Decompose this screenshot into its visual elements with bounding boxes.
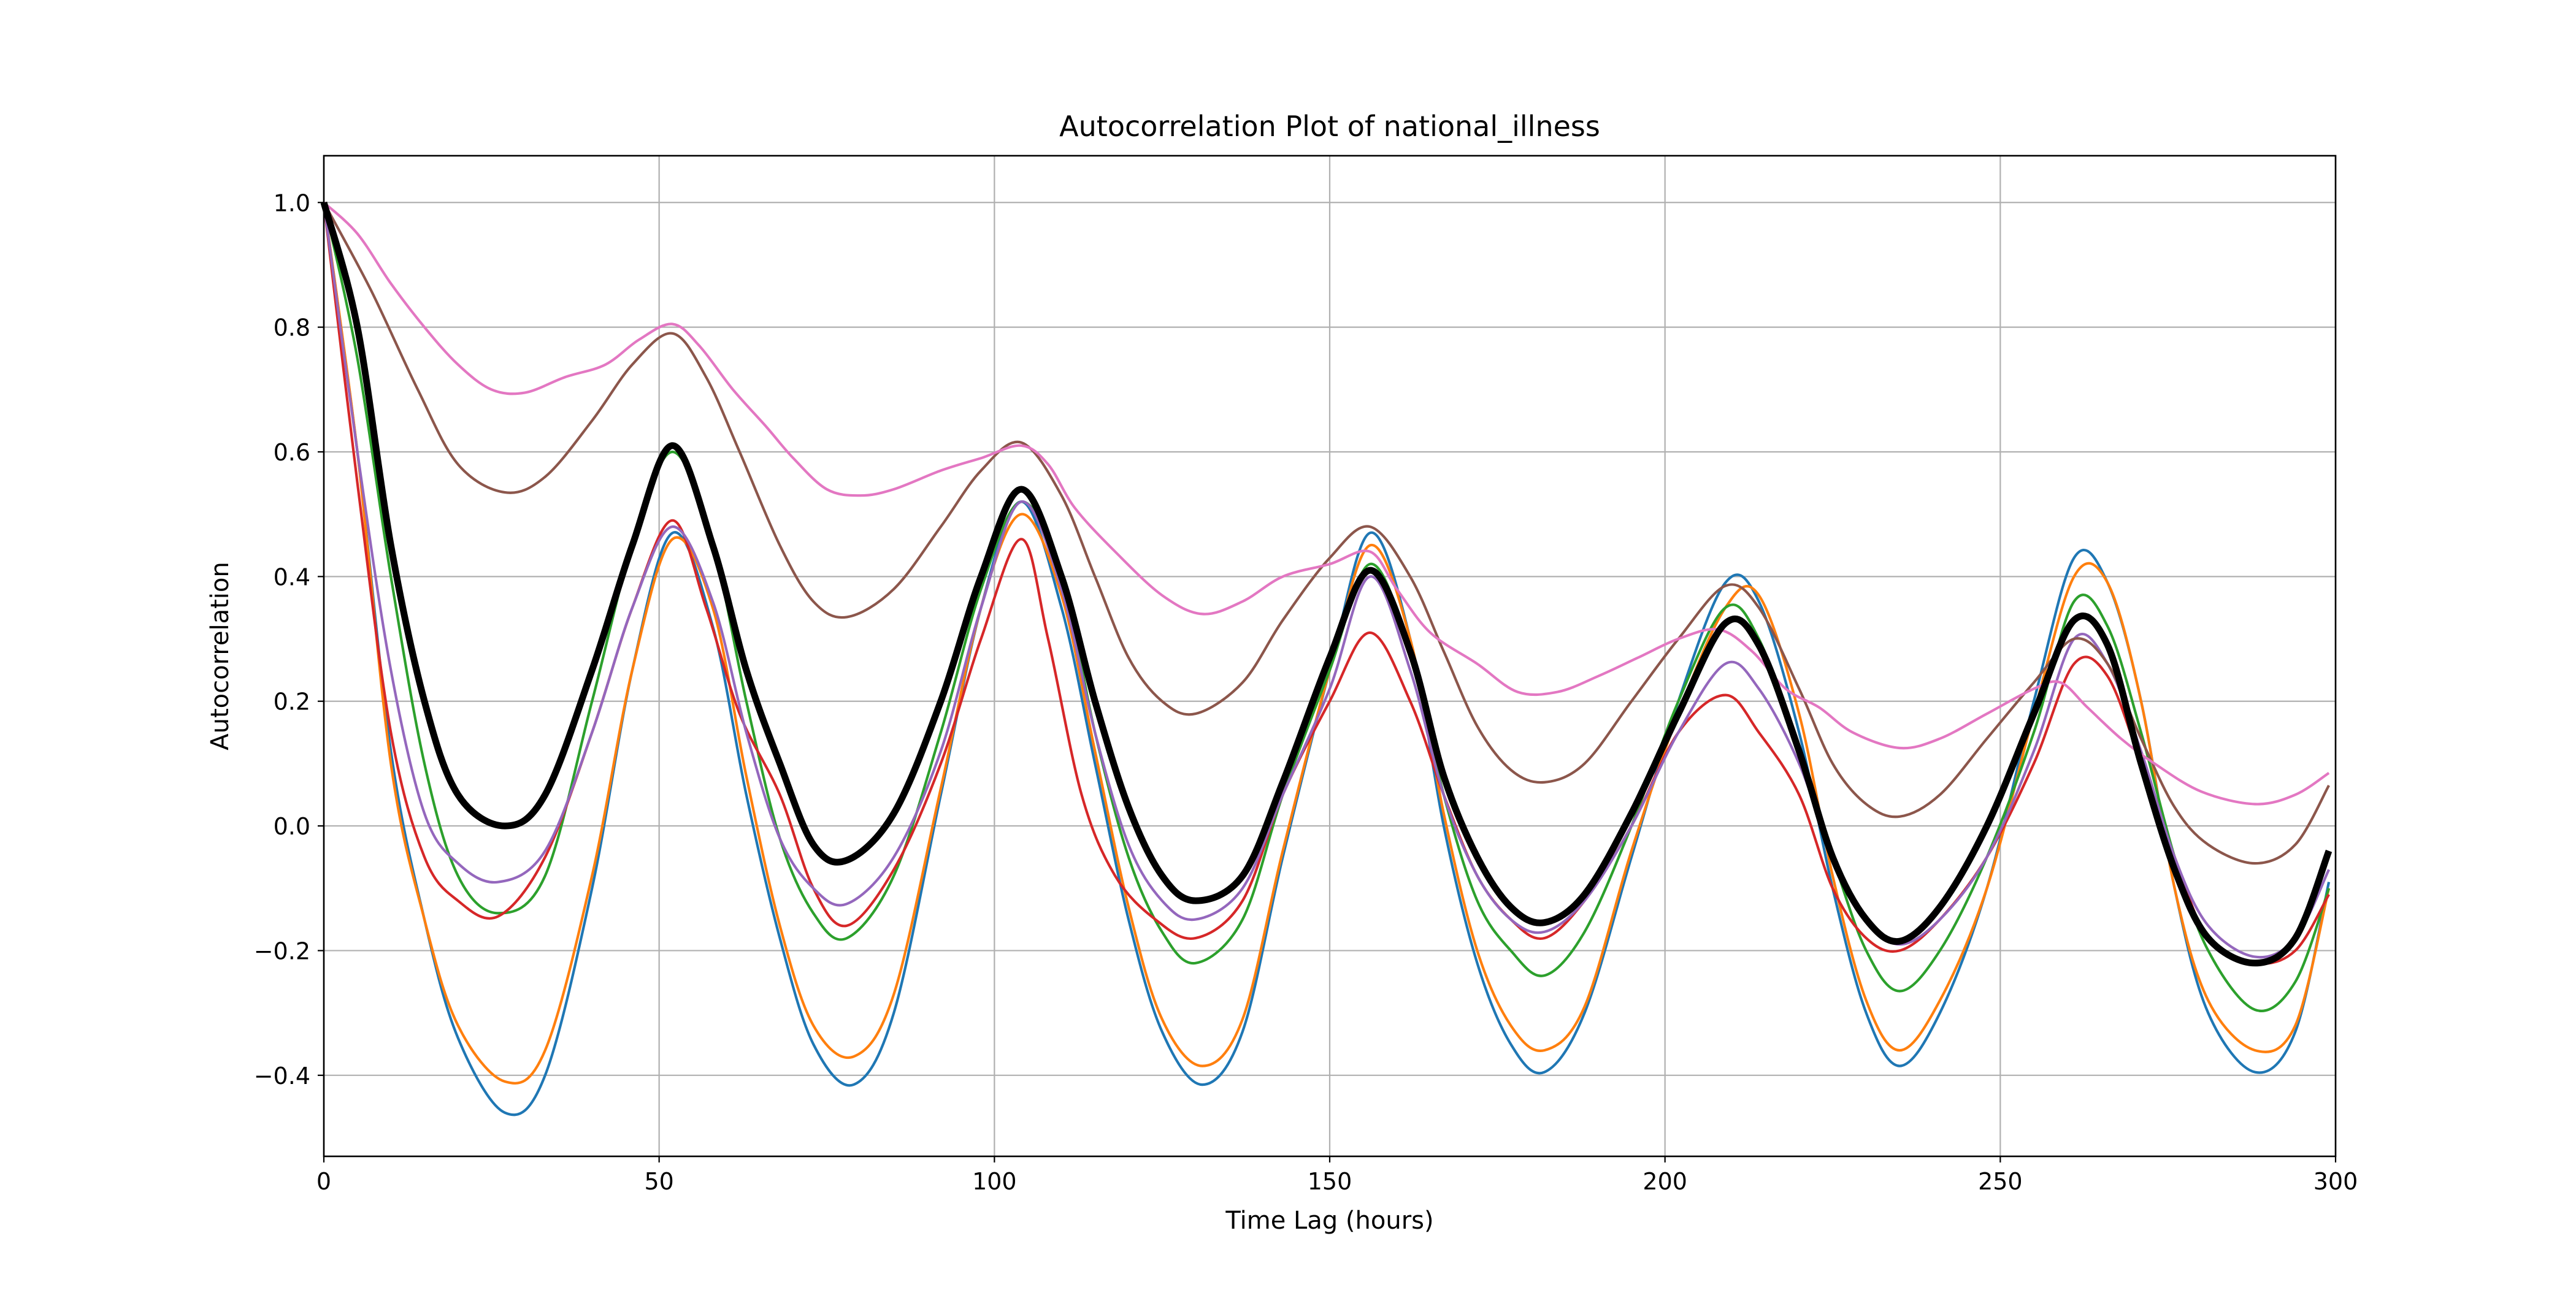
y-tick-label: 0.4 [274, 563, 310, 590]
x-axis-label: Time Lag (hours) [1225, 1207, 1433, 1235]
x-tick-label: 150 [1308, 1168, 1352, 1195]
series-line-6 [323, 202, 2330, 865]
y-tick-label: 0.2 [274, 689, 310, 716]
y-axis-label: Autocorrelation [206, 562, 234, 750]
series-lines [320, 201, 2333, 1116]
chart-title: Autocorrelation Plot of national_illness [1059, 110, 1600, 143]
series-line-2 [322, 202, 2331, 1085]
x-tick-label: 200 [1643, 1168, 1687, 1195]
series-line-3 [322, 202, 2331, 1012]
y-tick-label: 0.6 [274, 439, 310, 466]
y-tick-label: 0.8 [274, 315, 310, 342]
y-tick-label: 0.0 [274, 813, 310, 840]
x-tick-label: 300 [2313, 1168, 2358, 1195]
y-tick-label: −0.2 [254, 937, 310, 964]
y-tick-label: −0.4 [254, 1063, 310, 1090]
x-tick-label: 250 [1978, 1168, 2023, 1195]
series-line-7 [323, 201, 2330, 806]
series-line-8 [320, 201, 2333, 967]
y-tick-label: 1.0 [274, 189, 310, 216]
series-line-4 [322, 202, 2330, 965]
x-tick-label: 0 [316, 1168, 331, 1195]
x-tick-label: 100 [972, 1168, 1017, 1195]
x-tick-label: 50 [644, 1168, 673, 1195]
series-line-5 [322, 202, 2330, 959]
axis-ticks: 0 50 100 150 200 250 300 −0.4 −0.2 0.0 0.2 0.4 0.6 0.… [254, 189, 2358, 1195]
